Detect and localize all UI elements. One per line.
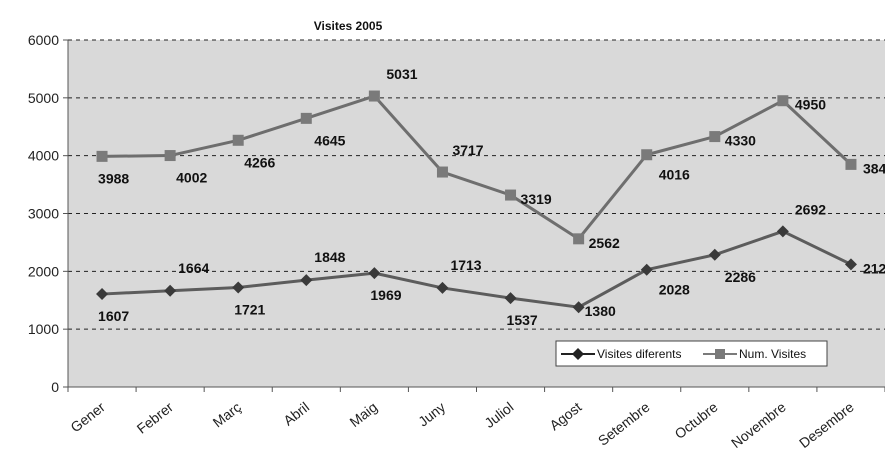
data-point-diamond [640, 263, 653, 276]
x-tick-label: Març [210, 399, 244, 431]
data-label: 2562 [589, 235, 620, 251]
x-tick-label: Juny [415, 399, 448, 430]
data-label: 1848 [314, 249, 345, 265]
series-group [96, 90, 857, 314]
data-point-diamond [436, 281, 449, 294]
y-tick-label: 6000 [28, 32, 59, 48]
legend-label-visites-diferents: Visites diferents [597, 347, 682, 361]
data-point-diamond [572, 301, 585, 314]
data-point-diamond [300, 274, 313, 287]
data-label: 4266 [244, 154, 275, 170]
data-point-square [777, 95, 789, 107]
series-line [101, 229, 852, 309]
y-tick-labels: 0 1000 2000 3000 4000 5000 6000 [28, 32, 68, 395]
data-label: 2286 [725, 269, 756, 285]
data-label: 4950 [795, 97, 826, 113]
data-label: 2692 [795, 201, 826, 217]
y-tick-label: 4000 [28, 148, 59, 164]
legend-diamond-icon [572, 348, 584, 360]
legend-square-icon [715, 349, 725, 359]
x-tick-label: Novembre [728, 399, 789, 451]
data-label: 4645 [314, 132, 345, 148]
x-tick-label: Octubre [672, 399, 721, 442]
y-tick-label: 5000 [28, 90, 59, 106]
data-label: 5031 [386, 66, 417, 82]
x-tick-label: Maig [346, 399, 380, 430]
x-tick-label: Setembre [595, 399, 653, 449]
y-tick-label: 2000 [28, 263, 59, 279]
data-label: 2028 [659, 282, 690, 298]
data-point-square [845, 158, 857, 170]
data-point-square [300, 112, 312, 124]
data-point-diamond [164, 284, 177, 297]
data-label: 3988 [98, 170, 129, 186]
data-labels: 1607 1664 1721 1848 1969 1713 1537 1380 2028 2286… [98, 66, 885, 328]
x-tick-labels: Gener Febrer Març Abril Maig Juny Juliol Agost S… [67, 387, 885, 451]
x-tick-label: Agost [546, 399, 584, 434]
data-point-diamond [844, 258, 857, 271]
data-label: 1380 [585, 303, 616, 319]
grid-lines [68, 39, 885, 330]
data-label: 1607 [98, 308, 129, 324]
legend-box [555, 340, 828, 367]
data-point-square [96, 150, 108, 162]
x-tick-label: Juliol [481, 399, 516, 431]
data-point-square [505, 189, 517, 201]
data-label: 3717 [452, 142, 483, 158]
data-point-square [573, 233, 585, 245]
data-label: 384 [863, 160, 885, 176]
data-label: 1721 [234, 301, 265, 317]
y-tick-label: 3000 [28, 206, 59, 222]
data-label: 212 [863, 260, 885, 276]
x-tick-label: Desembre [796, 399, 857, 451]
data-point-diamond [776, 225, 789, 238]
data-point-diamond [708, 248, 721, 261]
data-point-square [232, 134, 244, 146]
data-point-square [436, 166, 448, 178]
data-label: 4330 [725, 133, 756, 149]
legend-label-num-visites: Num. Visites [739, 347, 806, 361]
x-tick-label: Abril [280, 399, 312, 429]
data-point-square [641, 149, 653, 161]
data-label: 1537 [507, 312, 538, 328]
data-label: 1664 [178, 260, 209, 276]
x-tick-label: Gener [67, 399, 108, 436]
data-point-square [709, 131, 721, 143]
data-label: 4016 [659, 167, 690, 183]
data-point-square [368, 90, 380, 102]
y-tick-label: 0 [51, 379, 59, 395]
data-point-diamond [368, 267, 381, 280]
data-point-diamond [232, 281, 245, 294]
chart-title: Visites 2005 [314, 19, 383, 33]
data-label: 3319 [521, 191, 552, 207]
y-tick-label: 1000 [28, 321, 59, 337]
series-line [102, 94, 852, 241]
data-point-square [164, 150, 176, 162]
data-label: 4002 [176, 170, 207, 186]
legend: Visites diferents Num. Visites [555, 340, 828, 367]
data-point-diamond [504, 292, 517, 305]
x-tick-label: Febrer [134, 399, 177, 437]
data-point-diamond [96, 288, 109, 301]
data-label: 1969 [370, 287, 401, 303]
data-label: 1713 [450, 257, 481, 273]
